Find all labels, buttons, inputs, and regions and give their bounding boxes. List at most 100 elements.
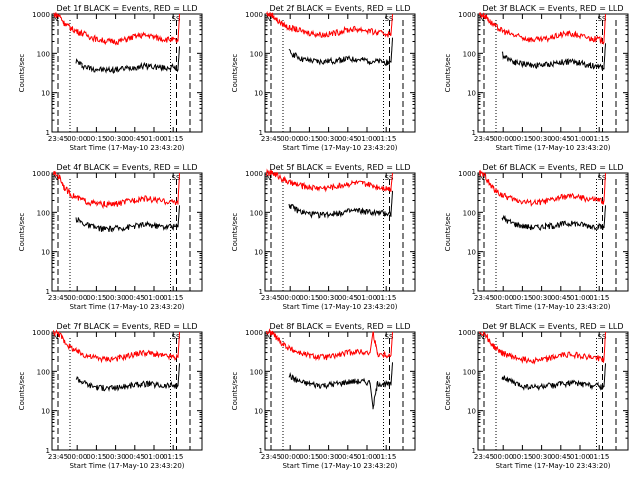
x-tick-label: 00:00 — [67, 453, 87, 461]
panel-5: Det 5f BLACK = Events, RED = LLD 1 10 100 10… — [231, 163, 416, 311]
y-tick-label: 10 — [254, 90, 263, 98]
x-tick-label: 23:45 — [261, 135, 281, 143]
y-tick-label: 100 — [250, 209, 263, 217]
y-tick-label: 100 — [37, 209, 50, 217]
panel-8: Det 8f BLACK = Events, RED = LLD 1 10 100 10… — [231, 322, 416, 470]
y-tick-label: 1 — [46, 129, 50, 137]
y-tick-label: 1000 — [32, 170, 50, 178]
plot-frame — [264, 13, 416, 133]
x-tick-label: 00:15 — [86, 135, 106, 143]
y-tick-label: 100 — [463, 50, 476, 58]
y-tick-label: 1 — [472, 288, 476, 296]
x-tick-label: 00:00 — [493, 294, 513, 302]
y-tick-label: 100 — [37, 50, 50, 58]
x-tick-label: 23:45 — [261, 453, 281, 461]
x-tick-label: 01:00 — [570, 135, 590, 143]
x-tick-label: 00:30 — [106, 294, 126, 302]
x-tick-label: 00:30 — [319, 294, 339, 302]
events-series-line — [501, 43, 606, 71]
events-series-line — [288, 37, 393, 66]
x-tick-label: 00:30 — [532, 294, 552, 302]
y-tick-label: 10 — [41, 408, 50, 416]
x-tick-label: 01:00 — [570, 453, 590, 461]
x-tick-label: 23:45 — [48, 453, 68, 461]
y-tick-label: 1000 — [32, 329, 50, 337]
y-axis-label: Counts/sec — [231, 213, 239, 252]
marker-label: N — [53, 15, 58, 23]
x-tick-label: 00:15 — [299, 453, 319, 461]
marker-label: SS — [598, 333, 607, 341]
x-tick-label: 01:15 — [163, 135, 183, 143]
x-tick-label: 01:15 — [376, 453, 396, 461]
x-tick-label: 01:00 — [357, 294, 377, 302]
x-tick-label: 23:45 — [474, 135, 494, 143]
y-tick-label: 10 — [254, 249, 263, 257]
lld-series-line — [479, 331, 606, 365]
x-tick-label: 01:00 — [144, 294, 164, 302]
plot-frame — [264, 331, 416, 451]
marker-label: SS — [598, 174, 607, 182]
x-tick-label: 00:00 — [280, 294, 300, 302]
panel-3: Det 3f BLACK = Events, RED = LLD 1 10 100 10… — [444, 4, 629, 152]
lld-series-line — [479, 12, 606, 45]
y-tick-label: 1000 — [32, 11, 50, 19]
marker-label: SS — [385, 174, 394, 182]
lld-series-line — [53, 170, 180, 210]
panel-title: Det 5f BLACK = Events, RED = LLD — [269, 163, 410, 172]
y-tick-label: 1000 — [245, 329, 263, 337]
events-series-line — [501, 205, 606, 231]
y-axis-label: Counts/sec — [231, 372, 239, 411]
plot-frame — [51, 172, 203, 292]
marker-label: N — [53, 333, 58, 341]
y-tick-label: 10 — [41, 90, 50, 98]
y-axis-label: Counts/sec — [231, 54, 239, 93]
x-tick-label: 01:15 — [589, 294, 609, 302]
x-tick-label: 00:45 — [125, 294, 145, 302]
y-tick-label: 10 — [467, 249, 476, 257]
panel-title: Det 8f BLACK = Events, RED = LLD — [269, 322, 410, 331]
marker-label: SS — [385, 15, 394, 23]
marker-label: N — [479, 15, 484, 23]
panel-4: Det 4f BLACK = Events, RED = LLD 1 10 100 10… — [18, 163, 203, 311]
plot-frame — [477, 331, 629, 451]
x-axis-label: Start Time (17-May-10 23:43:20) — [495, 303, 610, 311]
x-tick-label: 00:00 — [67, 294, 87, 302]
x-tick-label: 00:45 — [551, 453, 571, 461]
x-tick-label: 00:15 — [512, 135, 532, 143]
x-axis-label: Start Time (17-May-10 23:43:20) — [282, 462, 397, 470]
x-axis-label: Start Time (17-May-10 23:43:20) — [69, 144, 184, 152]
x-tick-label: 01:00 — [144, 453, 164, 461]
marker-label: SS — [385, 333, 394, 341]
y-tick-label: 100 — [250, 368, 263, 376]
panel-9: Det 9f BLACK = Events, RED = LLD 1 10 100 10… — [444, 322, 629, 470]
plot-frame — [477, 13, 629, 133]
marker-label: SS — [598, 15, 607, 23]
panel-title: Det 9f BLACK = Events, RED = LLD — [482, 322, 623, 331]
y-tick-label: 1000 — [245, 11, 263, 19]
x-tick-label: 23:45 — [48, 294, 68, 302]
x-axis-label: Start Time (17-May-10 23:43:20) — [495, 462, 610, 470]
y-tick-label: 10 — [254, 408, 263, 416]
x-tick-label: 23:45 — [48, 135, 68, 143]
plot-frame — [477, 172, 629, 292]
y-axis-label: Counts/sec — [18, 213, 26, 252]
events-series-line — [288, 190, 393, 219]
x-tick-label: 00:45 — [338, 453, 358, 461]
marker-label: SS — [172, 333, 181, 341]
y-tick-label: 1000 — [458, 329, 476, 337]
lld-series-line — [266, 168, 393, 193]
x-tick-label: 00:15 — [299, 135, 319, 143]
y-tick-label: 1 — [472, 129, 476, 137]
x-tick-label: 01:15 — [376, 294, 396, 302]
panel-title: Det 2f BLACK = Events, RED = LLD — [269, 4, 410, 13]
x-tick-label: 00:45 — [125, 453, 145, 461]
y-tick-label: 1 — [46, 288, 50, 296]
x-tick-label: 00:45 — [551, 294, 571, 302]
x-tick-label: 00:00 — [493, 135, 513, 143]
plot-frame — [264, 172, 416, 292]
marker-label: SS — [172, 15, 181, 23]
y-tick-label: 100 — [37, 368, 50, 376]
x-tick-label: 01:15 — [163, 294, 183, 302]
y-tick-label: 1 — [46, 447, 50, 455]
lld-series-line — [479, 169, 606, 207]
